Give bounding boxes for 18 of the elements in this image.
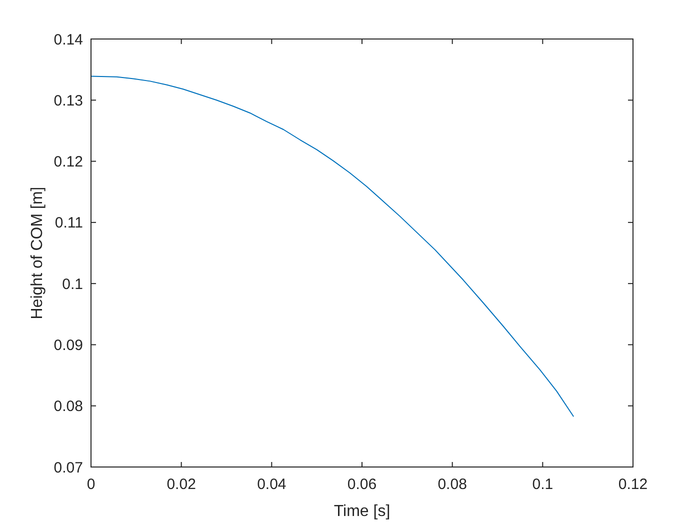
y-tick-label: 0.07 — [54, 459, 83, 476]
x-tick-label: 0.02 — [166, 476, 196, 493]
y-tick-label: 0.1 — [62, 276, 83, 293]
y-axis-title: Height of COM [m] — [29, 186, 46, 320]
x-axis-title: Time [s] — [334, 503, 390, 520]
line-series — [90, 76, 574, 417]
x-tick-label: 0.04 — [257, 476, 286, 493]
y-tick-label: 0.13 — [54, 92, 83, 110]
y-tick-label: 0.08 — [54, 398, 83, 416]
x-tick-label: 0.12 — [618, 476, 648, 493]
x-tick-label: 0.06 — [347, 476, 377, 493]
y-tick-label: 0.14 — [54, 31, 83, 48]
x-tick-label: 0 — [86, 476, 96, 493]
y-tick-label: 0.09 — [54, 336, 83, 354]
x-tick-label: 0.08 — [438, 476, 467, 493]
y-tick-label: 0.12 — [54, 154, 83, 171]
x-tick-label: 0.1 — [532, 476, 554, 493]
y-tick-label: 0.11 — [54, 214, 83, 232]
